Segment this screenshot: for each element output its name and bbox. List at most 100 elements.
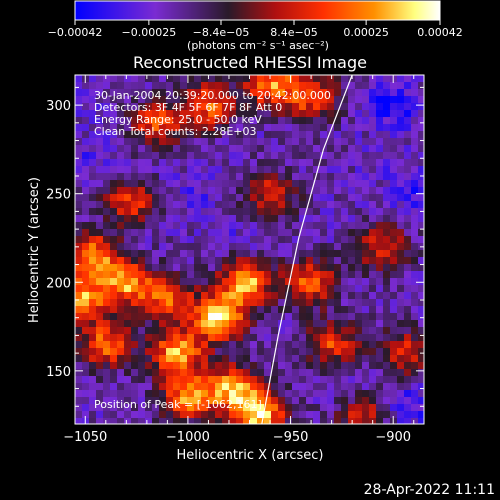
heatmap-cell [299, 138, 307, 146]
heatmap-cell [348, 390, 356, 398]
heatmap-cell [299, 299, 307, 307]
heatmap-cell [264, 103, 272, 111]
heatmap-cell [96, 257, 104, 265]
heatmap-cell [145, 383, 153, 391]
heatmap-cell [166, 306, 174, 314]
heatmap-cell [278, 180, 286, 188]
heatmap-cell [418, 404, 424, 412]
heatmap-cell [257, 208, 265, 216]
heatmap-cell [355, 124, 363, 132]
heatmap-cell [173, 376, 181, 384]
heatmap-cell [243, 180, 251, 188]
heatmap-cell [376, 355, 384, 363]
heatmap-cell [222, 180, 230, 188]
heatmap-cell [103, 222, 111, 230]
heatmap-cell [341, 404, 349, 412]
heatmap-cell [131, 383, 139, 391]
heatmap-cell [250, 236, 258, 244]
heatmap-cell [103, 138, 111, 146]
heatmap-cell [320, 194, 328, 202]
heatmap-cell [390, 390, 398, 398]
heatmap-cell [362, 383, 370, 391]
heatmap-cell [215, 180, 223, 188]
heatmap-cell [201, 348, 209, 356]
heatmap-cell [306, 348, 314, 356]
heatmap-cell [285, 75, 293, 83]
heatmap-cell [376, 390, 384, 398]
heatmap-cell [327, 159, 335, 167]
heatmap-cell [327, 131, 335, 139]
heatmap-cell [362, 124, 370, 132]
heatmap-cell [131, 173, 139, 181]
heatmap-cell [229, 187, 237, 195]
heatmap-cell [82, 257, 90, 265]
heatmap-cell [383, 355, 391, 363]
heatmap-cell [411, 348, 419, 356]
heatmap-cell [369, 159, 377, 167]
heatmap-cell [138, 82, 146, 90]
heatmap-cell [103, 173, 111, 181]
heatmap-cell [194, 390, 202, 398]
heatmap-cell [327, 229, 335, 237]
heatmap-cell [292, 285, 300, 293]
heatmap-cell [229, 243, 237, 251]
heatmap-cell [250, 292, 258, 300]
heatmap-cell [341, 131, 349, 139]
heatmap-cell [201, 180, 209, 188]
heatmap-cell [257, 369, 265, 377]
heatmap-cell [271, 152, 279, 160]
heatmap-cell [110, 124, 118, 132]
heatmap-cell [397, 285, 405, 293]
heatmap-cell [327, 173, 335, 181]
heatmap-cell [383, 138, 391, 146]
heatmap-cell [397, 292, 405, 300]
heatmap-cell [306, 159, 314, 167]
heatmap-cell [173, 278, 181, 286]
heatmap-cell [404, 236, 412, 244]
heatmap-cell [404, 201, 412, 209]
heatmap-cell [278, 397, 286, 405]
heatmap-cell [292, 369, 300, 377]
heatmap-cell [250, 278, 258, 286]
heatmap-cell [180, 222, 188, 230]
heatmap-cell [96, 201, 104, 209]
heatmap-cell [397, 271, 405, 279]
heatmap-cell [334, 138, 342, 146]
heatmap-cell [187, 376, 195, 384]
heatmap-cell [89, 138, 97, 146]
heatmap-cell [418, 299, 424, 307]
heatmap-cell [411, 299, 419, 307]
heatmap-cell [313, 362, 321, 370]
heatmap-cell [376, 201, 384, 209]
heatmap-cell [236, 152, 244, 160]
heatmap-cell [229, 369, 237, 377]
heatmap-cell [145, 187, 153, 195]
heatmap-cell [285, 313, 293, 321]
heatmap-cell [166, 152, 174, 160]
heatmap-cell [96, 96, 104, 104]
heatmap-cell [89, 411, 97, 419]
heatmap-cell [404, 369, 412, 377]
heatmap-cell [271, 138, 279, 146]
heatmap-cell [187, 355, 195, 363]
heatmap-cell [208, 355, 216, 363]
heatmap-cell [397, 110, 405, 118]
heatmap-cell [313, 194, 321, 202]
heatmap-cell [320, 376, 328, 384]
heatmap-cell [229, 180, 237, 188]
heatmap-cell [180, 404, 188, 412]
heatmap-cell [299, 229, 307, 237]
heatmap-cell [194, 159, 202, 167]
heatmap-cell [348, 166, 356, 174]
heatmap-cell [131, 278, 139, 286]
heatmap-cell [390, 397, 398, 405]
heatmap-cell [411, 369, 419, 377]
heatmap-cell [201, 187, 209, 195]
heatmap-cell [103, 348, 111, 356]
heatmap-cell [103, 110, 111, 118]
heatmap-cell [271, 159, 279, 167]
heatmap-cell [397, 103, 405, 111]
heatmap-cell [89, 236, 97, 244]
heatmap-cell [243, 383, 251, 391]
heatmap-cell [369, 327, 377, 335]
